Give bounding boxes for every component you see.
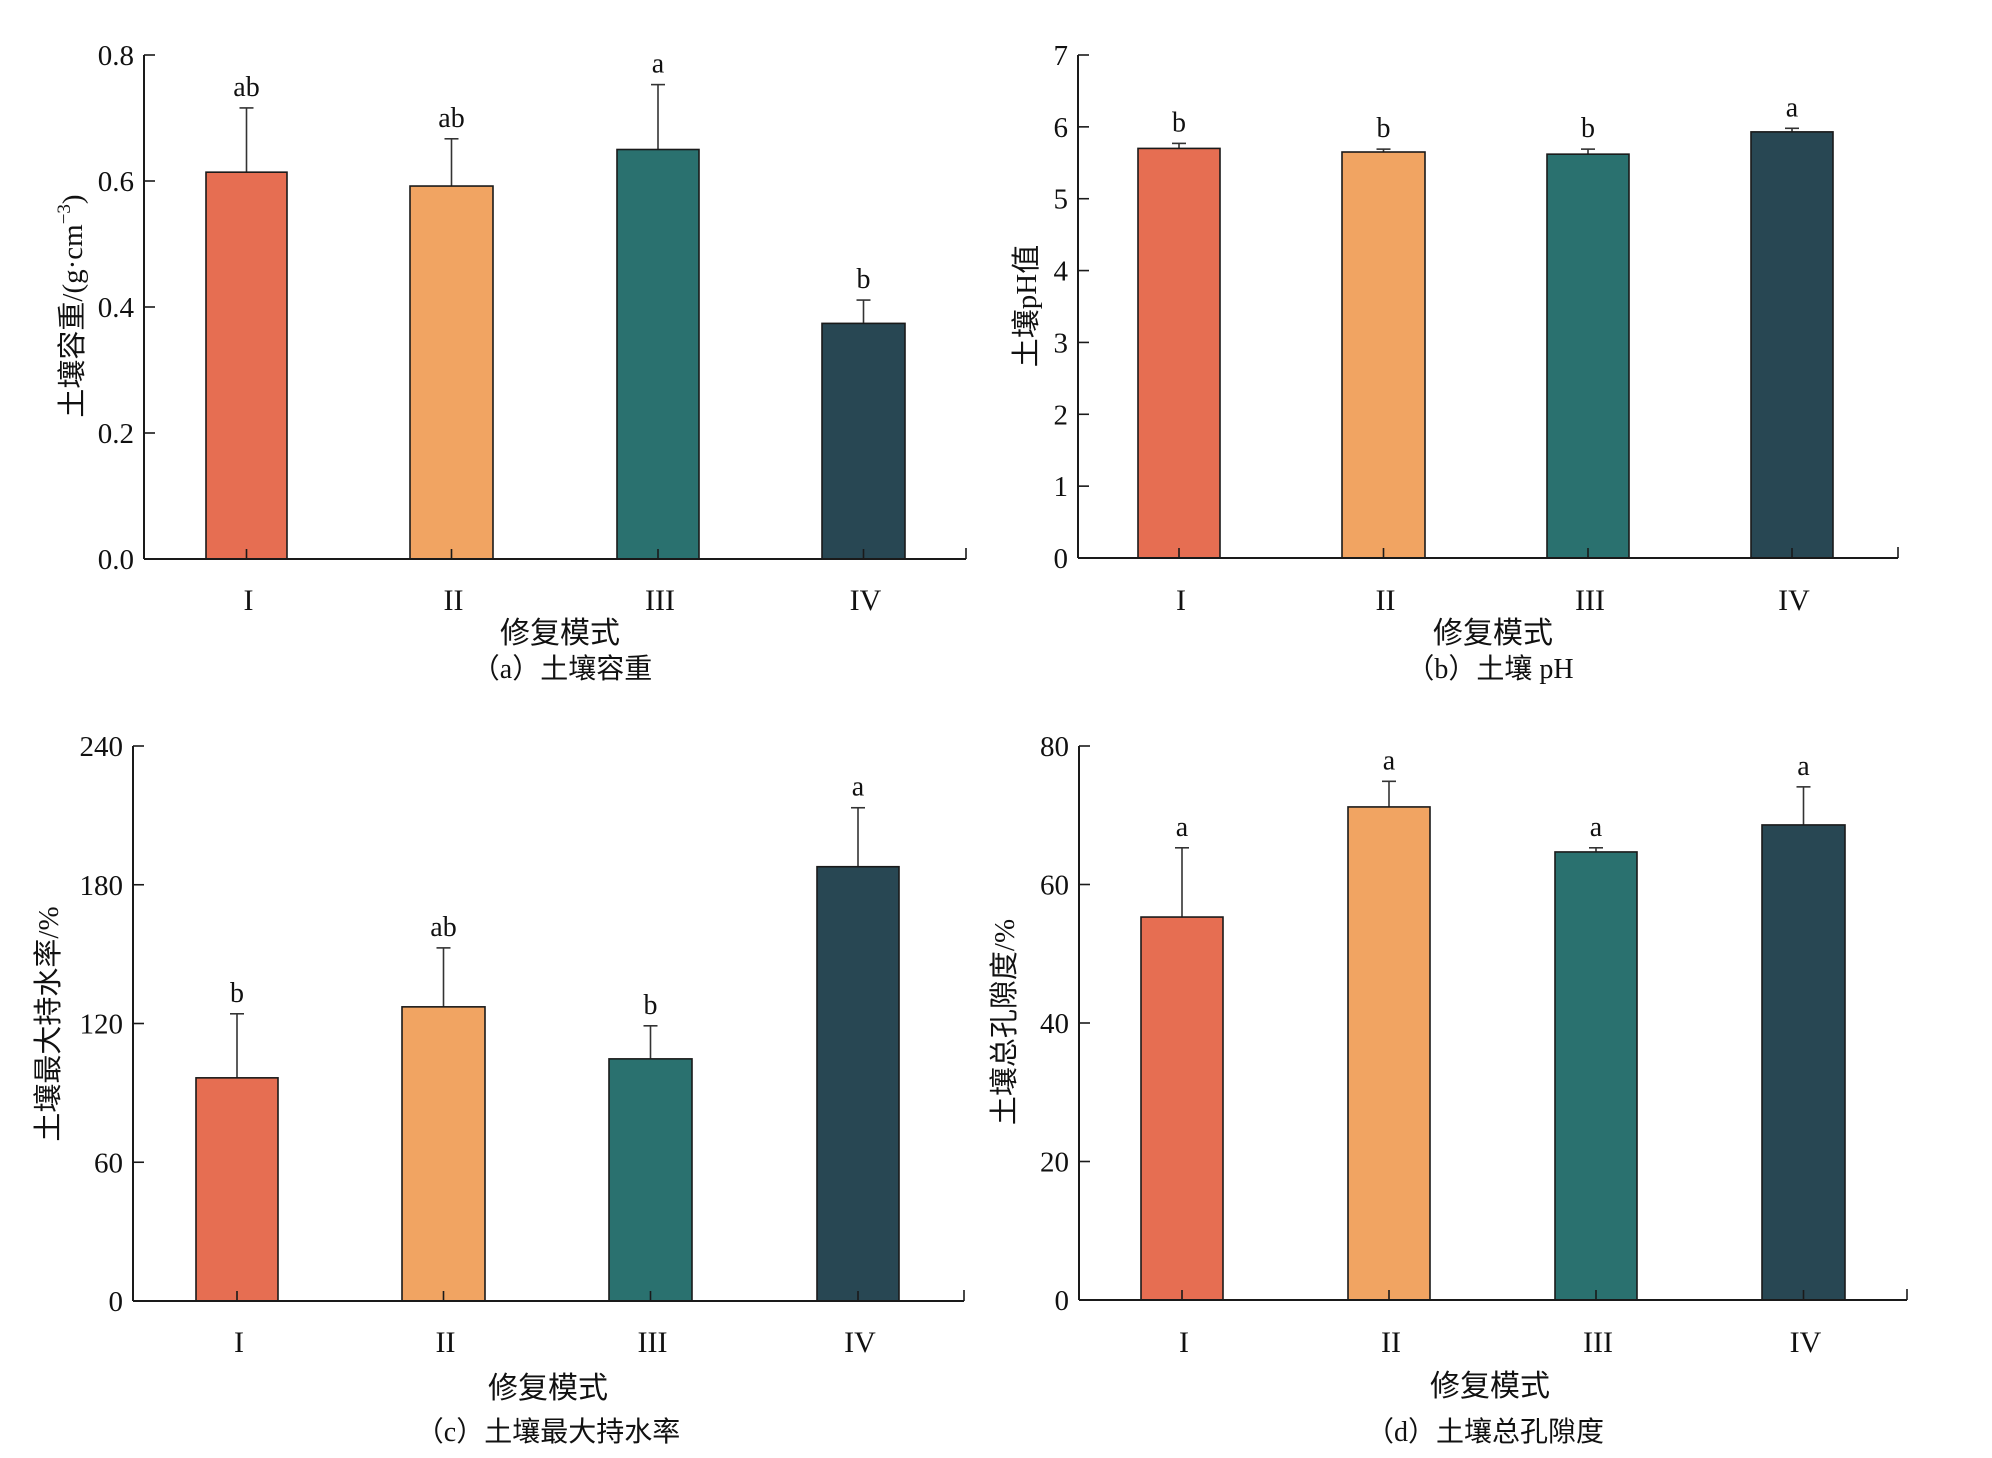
significance-label: a xyxy=(1797,751,1810,782)
x-tick-label: II xyxy=(436,1326,456,1359)
bar-IV xyxy=(816,865,900,1302)
y-tick-label: 0.4 xyxy=(98,292,135,324)
y-axis-title-superscript: −3 xyxy=(54,204,75,224)
panel-caption: （a）土壤容重 xyxy=(472,653,652,685)
x-tick-label: I xyxy=(234,1326,244,1359)
y-tick-label: 0 xyxy=(109,1286,124,1318)
significance-label: b xyxy=(1172,107,1186,138)
y-axis-title: 土壤总孔隙度/% xyxy=(988,919,1021,1125)
panel-caption: （c）土壤最大持水率 xyxy=(416,1416,680,1448)
x-tick-label: IV xyxy=(1790,1326,1822,1359)
y-tick-label: 0 xyxy=(1055,1285,1070,1317)
x-tick-label: IV xyxy=(1778,584,1810,617)
significance-label: b xyxy=(857,264,871,295)
bar-III xyxy=(616,148,700,560)
bar-I xyxy=(1137,147,1221,559)
x-tick-label: I xyxy=(244,584,254,617)
y-axis-title-main: 土壤容重/(g·cm xyxy=(56,224,89,418)
bar-III xyxy=(1554,851,1638,1301)
x-tick-label: III xyxy=(638,1326,668,1359)
x-tick-label: I xyxy=(1179,1326,1189,1359)
y-tick-label: 40 xyxy=(1040,1008,1069,1040)
significance-label: a xyxy=(852,772,865,803)
significance-label: b xyxy=(230,978,244,1009)
y-tick-label: 0.6 xyxy=(98,166,134,198)
x-axis-title: 修复模式 xyxy=(500,617,620,650)
x-tick-label: I xyxy=(1176,584,1186,617)
bar-III xyxy=(608,1058,693,1302)
significance-label: ab xyxy=(233,72,259,103)
significance-label: b xyxy=(644,990,658,1021)
bar-II xyxy=(1341,151,1426,559)
bar-II xyxy=(409,185,494,560)
y-tick-label: 80 xyxy=(1040,731,1069,763)
y-tick-label: 240 xyxy=(80,731,124,763)
y-axis-title-close: ) xyxy=(57,194,89,204)
bar-IV xyxy=(1750,131,1834,559)
panel-caption: （d）土壤总孔隙度 xyxy=(1366,1416,1604,1448)
x-tick-label: IV xyxy=(844,1326,876,1359)
bar-I xyxy=(1140,916,1224,1301)
y-axis-title: 土壤pH值 xyxy=(1010,245,1043,367)
y-axis-title: 土壤容重/(g·cm−3) xyxy=(54,194,89,417)
y-tick-label: 0.0 xyxy=(98,544,134,576)
y-tick-label: 3 xyxy=(1054,327,1069,359)
panel-d: 土壤总孔隙度/% 修复模式 （d）土壤总孔隙度 a Ia II a III a IV 0 20 4… xyxy=(988,731,1908,1448)
y-tick-label: 20 xyxy=(1040,1147,1069,1179)
y-tick-label: 60 xyxy=(1040,870,1069,902)
x-tick-label: II xyxy=(444,584,464,617)
panel-c: 土壤最大持水率/% 修复模式 （c）土壤最大持水率 b Iab II b III a IV 0… xyxy=(32,731,965,1448)
y-tick-label: 0 xyxy=(1054,543,1069,575)
panel-a: 土壤容重/(g·cm−3) 修复模式 （a）土壤容重 ab Iab II a III b I… xyxy=(54,40,967,685)
significance-label: a xyxy=(1786,92,1799,123)
x-tick-label: II xyxy=(1376,584,1396,617)
y-tick-label: 180 xyxy=(80,870,124,902)
y-tick-label: 5 xyxy=(1054,184,1069,216)
y-tick-label: 4 xyxy=(1054,256,1069,288)
bar-II xyxy=(401,1006,486,1302)
significance-label: ab xyxy=(430,912,456,943)
y-axis-title: 土壤最大持水率/% xyxy=(32,906,65,1141)
bar-IV xyxy=(821,322,906,560)
panel-caption: （b）土壤 pH xyxy=(1406,653,1573,685)
y-tick-label: 7 xyxy=(1054,40,1069,72)
y-tick-label: 60 xyxy=(94,1147,123,1179)
panel-b: 土壤pH值 修复模式 （b）土壤 pH b Ib II b III a IV 0 1 2 3 4 5 6 7 xyxy=(1010,40,1899,685)
x-tick-label: III xyxy=(645,584,675,617)
significance-label: b xyxy=(1581,113,1595,144)
significance-label: a xyxy=(652,49,665,80)
y-tick-label: 1 xyxy=(1054,471,1069,503)
y-tick-label: 0.2 xyxy=(98,418,134,450)
y-tick-label: 120 xyxy=(80,1009,124,1041)
significance-label: a xyxy=(1176,812,1189,843)
bar-IV xyxy=(1761,824,1846,1301)
significance-label: a xyxy=(1590,812,1603,843)
bar-II xyxy=(1347,806,1431,1301)
x-axis-title: 修复模式 xyxy=(488,1372,608,1405)
bar-I xyxy=(195,1077,279,1302)
bar-III xyxy=(1546,153,1630,559)
y-tick-label: 0.8 xyxy=(98,40,134,72)
y-tick-label: 2 xyxy=(1054,399,1069,431)
x-tick-label: III xyxy=(1583,1326,1613,1359)
y-tick-label: 6 xyxy=(1054,112,1069,144)
x-tick-label: III xyxy=(1575,584,1605,617)
significance-label: ab xyxy=(438,103,464,134)
bar-I xyxy=(205,171,288,560)
significance-label: a xyxy=(1383,745,1396,776)
x-axis-title: 修复模式 xyxy=(1433,617,1553,650)
x-tick-label: II xyxy=(1381,1326,1401,1359)
x-tick-label: IV xyxy=(850,584,882,617)
significance-label: b xyxy=(1377,113,1391,144)
x-axis-title: 修复模式 xyxy=(1430,1370,1550,1403)
